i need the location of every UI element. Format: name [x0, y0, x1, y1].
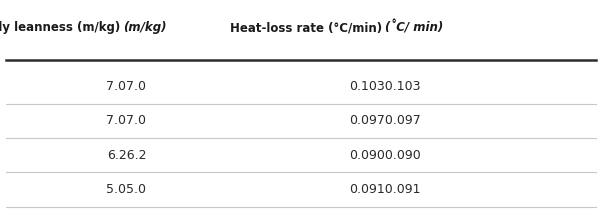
- Text: (˚C/ min): (˚C/ min): [385, 21, 444, 35]
- Text: 0.1030.103: 0.1030.103: [350, 80, 421, 93]
- Text: (m/kg): (m/kg): [123, 21, 167, 34]
- Text: Heat-loss rate (°C/min): Heat-loss rate (°C/min): [230, 21, 382, 34]
- Text: 7.07.0: 7.07.0: [107, 80, 146, 93]
- Text: Body leanness (m/kg): Body leanness (m/kg): [0, 21, 120, 34]
- Text: 0.0910.091: 0.0910.091: [350, 183, 421, 196]
- Text: 7.07.0: 7.07.0: [107, 114, 146, 127]
- Text: 5.05.0: 5.05.0: [107, 183, 146, 196]
- Text: 6.26.2: 6.26.2: [107, 149, 146, 162]
- Text: 0.0900.090: 0.0900.090: [349, 149, 421, 162]
- Text: 0.0970.097: 0.0970.097: [349, 114, 421, 127]
